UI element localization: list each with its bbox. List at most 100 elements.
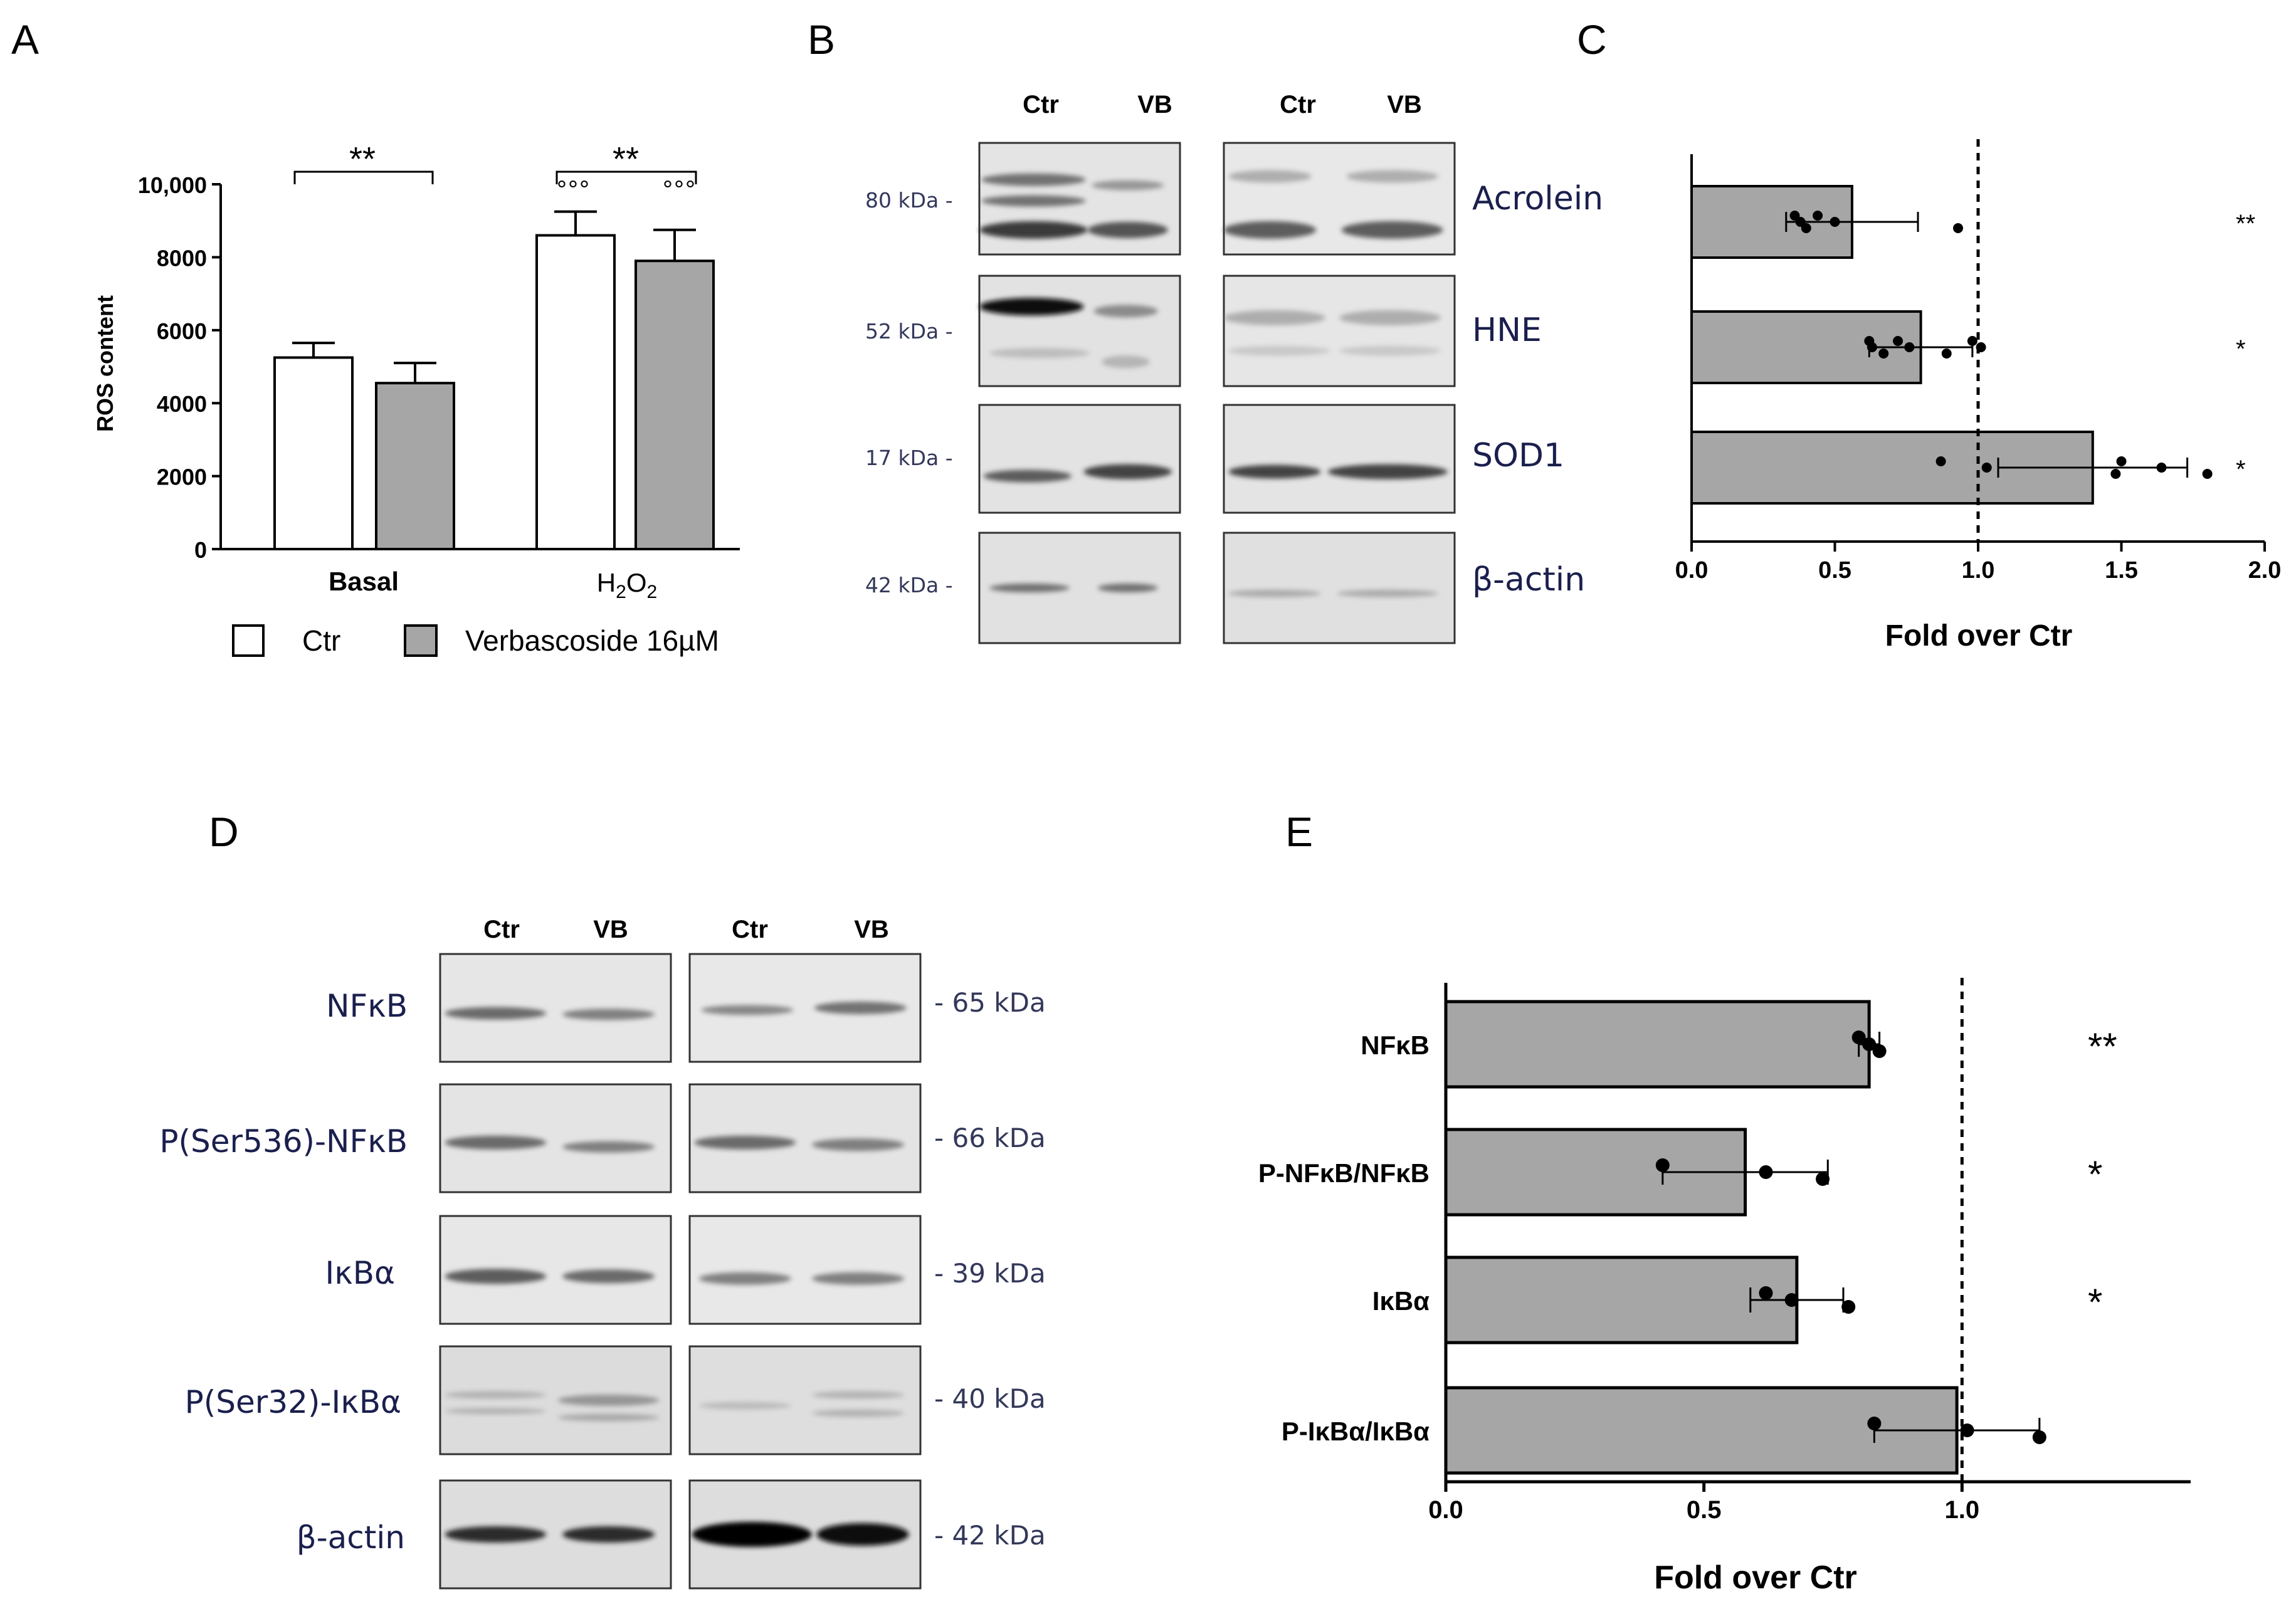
x-tick-label: 2.0 bbox=[2248, 557, 2282, 584]
b-blot-bactin-left bbox=[978, 532, 1181, 644]
b-blot-sod1-right bbox=[1223, 404, 1456, 514]
b-label-bactin: β-actin bbox=[1472, 561, 1585, 599]
legend-swatch-ctr bbox=[232, 624, 265, 657]
x-tick-label: 0.0 bbox=[1675, 557, 1709, 584]
blot-band bbox=[1228, 589, 1321, 597]
d-lane-vb-1: VB bbox=[593, 916, 628, 943]
sig-basal: ** bbox=[349, 140, 376, 178]
blot-frame bbox=[978, 404, 1181, 514]
legend-swatch-vb bbox=[404, 624, 438, 657]
d-label-ikba: IκBα bbox=[325, 1255, 395, 1291]
data-point bbox=[1872, 1044, 1887, 1058]
blot-band bbox=[1327, 464, 1448, 480]
blot-band bbox=[1228, 464, 1321, 479]
blot-band bbox=[445, 1269, 547, 1284]
panel-a-ytick-label: 10,000 bbox=[138, 172, 207, 198]
blot-band bbox=[694, 1135, 796, 1150]
blot-frame bbox=[688, 1083, 922, 1193]
blot-frame bbox=[1223, 532, 1456, 644]
d-blot-p-ikba-right bbox=[688, 1345, 922, 1455]
blot-band bbox=[814, 1002, 907, 1014]
blot-band bbox=[557, 1413, 660, 1422]
blot-band bbox=[812, 1409, 905, 1417]
d-kda-42: - 42 kDa bbox=[934, 1520, 1046, 1551]
blot-band bbox=[1341, 221, 1443, 239]
panel-letter-b: B bbox=[808, 16, 835, 63]
b-lane-vb-2: VB bbox=[1387, 91, 1422, 118]
data-point bbox=[1981, 463, 1992, 473]
b-lane-ctr-1: Ctr bbox=[1023, 91, 1059, 118]
sig-h2o2: ** bbox=[613, 140, 639, 178]
sig-h2o2-ctr-vs-basal: °°° bbox=[557, 176, 591, 204]
b-label-hne: HNE bbox=[1472, 312, 1542, 349]
d-blot-nfkb-right bbox=[688, 953, 922, 1063]
data-point bbox=[1862, 1037, 1877, 1051]
panel-b-blots: Ctr VB Ctr VB Acrolein HNE SOD1 β-actin … bbox=[865, 91, 1603, 644]
blot-band bbox=[557, 1395, 660, 1406]
bar-vb bbox=[375, 382, 455, 550]
blot-band bbox=[1346, 170, 1439, 183]
data-point bbox=[2110, 469, 2121, 479]
blot-band bbox=[812, 1138, 905, 1151]
d-kda-40: - 40 kDa bbox=[934, 1383, 1046, 1414]
panel-c-xlabel: Fold over Ctr bbox=[1885, 619, 2073, 653]
sig-bracket-h2o2 bbox=[556, 170, 697, 184]
data-point bbox=[1960, 1423, 1974, 1437]
blot-band bbox=[692, 1522, 813, 1547]
data-point bbox=[1841, 1300, 1856, 1314]
panel-e-xlabel: Fold over Ctr bbox=[1654, 1559, 1857, 1596]
panel-a-ylabel: ROS content bbox=[92, 295, 118, 432]
b-kda-17: 17 kDa - bbox=[865, 446, 953, 470]
data-point bbox=[1759, 1165, 1773, 1179]
panel-letter-c: C bbox=[1577, 16, 1607, 63]
blot-band bbox=[1228, 170, 1312, 183]
b-kda-52: 52 kDa - bbox=[865, 319, 953, 343]
d-label-p-ikba: P(Ser32)-IκBα bbox=[185, 1384, 401, 1420]
blot-band bbox=[1224, 310, 1325, 325]
category-label: NFκB bbox=[1361, 1030, 1430, 1060]
data-point bbox=[2116, 456, 2127, 466]
significance-label: ** bbox=[2236, 210, 2255, 238]
panel-a-ytick-label: 6000 bbox=[157, 318, 207, 344]
b-blot-hne-left bbox=[978, 275, 1181, 387]
b-lane-vb-1: VB bbox=[1137, 91, 1172, 118]
bar-ctr bbox=[273, 356, 354, 550]
blot-band bbox=[979, 298, 1084, 316]
panel-e-chart: ****0.0 0.5 1.0NFκBP-NFκB/NFκBIκBαP-IκBα/I… bbox=[1258, 978, 2191, 1596]
bar bbox=[1444, 1000, 1871, 1089]
d-blot-bactin-left bbox=[439, 1479, 672, 1590]
blot-frame bbox=[688, 1345, 922, 1455]
blot-band bbox=[983, 469, 1072, 483]
blot-band bbox=[445, 1526, 547, 1543]
b-lane-ctr-2: Ctr bbox=[1280, 91, 1316, 118]
blot-frame bbox=[978, 275, 1181, 387]
d-blot-bactin-right bbox=[688, 1479, 922, 1590]
data-point bbox=[1935, 456, 1946, 466]
x-tick-label: 1.0 bbox=[1945, 1496, 1980, 1524]
d-blot-p-nfkb-right bbox=[688, 1083, 922, 1193]
d-blot-nfkb-left bbox=[439, 953, 672, 1063]
blot-band bbox=[701, 1005, 794, 1015]
blot-band bbox=[1224, 221, 1317, 239]
d-lane-ctr-2: Ctr bbox=[732, 916, 768, 943]
b-kda-80: 80 kDa - bbox=[865, 188, 953, 212]
d-label-p-nfkb: P(Ser536)-NFκB bbox=[159, 1123, 408, 1160]
data-point bbox=[1867, 342, 1877, 352]
d-blot-p-nfkb-left bbox=[439, 1083, 672, 1193]
panel-letter-e: E bbox=[1285, 809, 1313, 855]
bar bbox=[1444, 1255, 1799, 1344]
x-tick-label: 1.5 bbox=[2105, 557, 2138, 584]
data-point bbox=[2202, 469, 2213, 479]
significance-label: ** bbox=[2088, 1025, 2117, 1067]
x-tick-label: 0.5 bbox=[1687, 1496, 1722, 1524]
sig-h2o2-vb-vs-basal: °°° bbox=[663, 176, 697, 204]
blot-band bbox=[989, 348, 1090, 359]
blot-band bbox=[445, 1391, 547, 1399]
data-point bbox=[1867, 1417, 1882, 1430]
data-point bbox=[1893, 336, 1904, 346]
blot-band bbox=[1087, 221, 1168, 238]
panel-a-chart: 0 2000 4000 6000 8000 10,000 ROS content Basa… bbox=[92, 140, 740, 657]
blot-band bbox=[445, 1408, 547, 1415]
significance-label: * bbox=[2088, 1153, 2102, 1195]
data-point bbox=[2156, 463, 2167, 473]
